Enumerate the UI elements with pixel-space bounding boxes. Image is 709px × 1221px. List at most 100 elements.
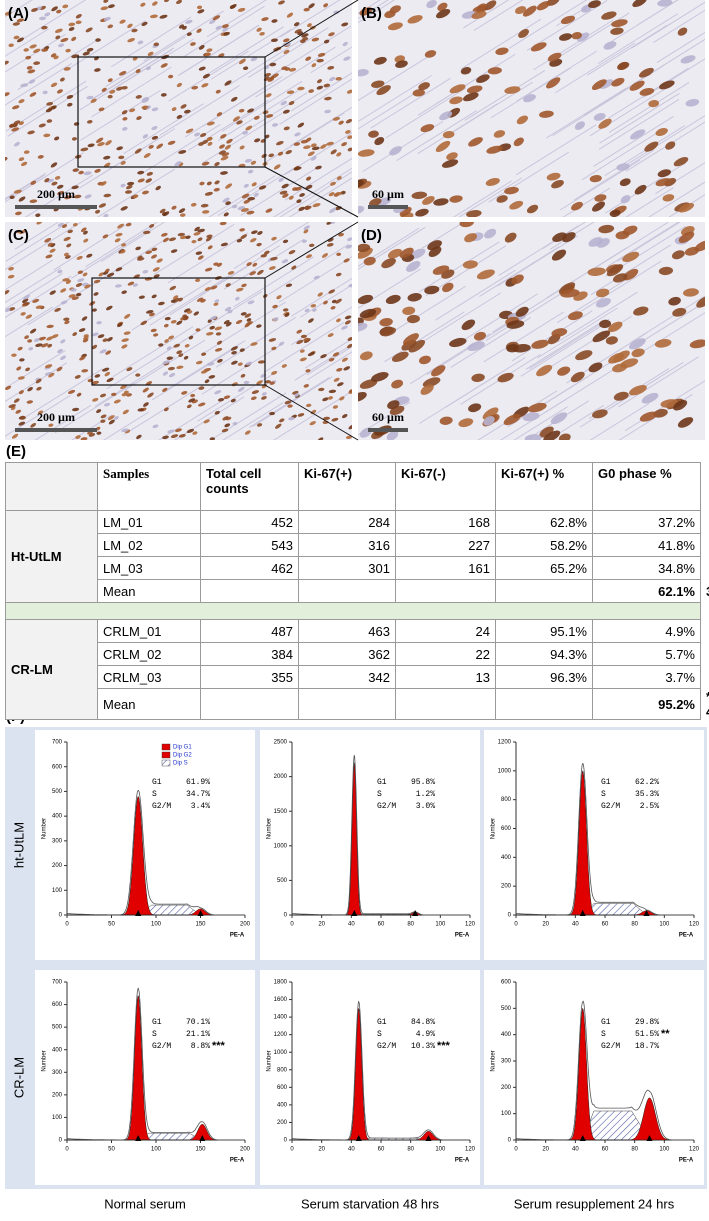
nucleus	[286, 90, 295, 95]
nucleus	[279, 190, 288, 195]
fiber	[5, 306, 53, 338]
nucleus	[329, 207, 337, 213]
nucleus	[341, 357, 348, 362]
table-cell: 34.8%	[592, 556, 701, 580]
nucleus	[121, 243, 127, 247]
nucleus	[15, 211, 22, 216]
fiber	[435, 269, 516, 321]
nucleus	[35, 343, 43, 347]
nucleus	[343, 258, 350, 263]
nucleus	[82, 51, 90, 56]
nucleus	[552, 232, 567, 242]
nucleus	[54, 28, 63, 34]
nucleus	[612, 273, 628, 283]
nucleus	[606, 264, 624, 277]
y-axis-label: Number	[267, 818, 273, 839]
nucleus	[82, 338, 89, 343]
nucleus	[176, 114, 183, 119]
nucleus	[185, 128, 194, 134]
nucleus	[191, 239, 197, 244]
nucleus	[306, 254, 312, 259]
nucleus	[345, 244, 352, 249]
nucleus	[247, 108, 255, 113]
nucleus	[35, 213, 41, 217]
nucleus	[536, 1, 550, 11]
table-cell: Ki-67(+) %	[495, 462, 593, 511]
fiber	[71, 227, 152, 279]
nucleus	[408, 339, 426, 353]
nucleus	[281, 259, 289, 264]
x-axis-label: PE-A	[679, 1158, 694, 1164]
fiber	[573, 149, 655, 201]
nucleus	[27, 69, 36, 74]
nucleus	[324, 109, 331, 114]
nucleus	[284, 400, 292, 405]
nucleus	[124, 313, 131, 319]
plot-panel	[484, 730, 704, 960]
nucleus	[107, 4, 115, 9]
x-tick-label: 80	[631, 1147, 638, 1153]
nucleus	[164, 0, 170, 3]
nucleus	[379, 317, 393, 327]
table-row: CR-LM CRLM_01 487 463 24 95.1% 4.9%	[5, 619, 701, 720]
nucleus	[54, 175, 61, 180]
nucleus	[558, 433, 571, 440]
nucleus	[473, 331, 486, 341]
nucleus	[180, 104, 187, 109]
nucleus	[225, 322, 232, 327]
nucleus	[436, 8, 451, 19]
nucleus	[38, 336, 46, 341]
fiber	[5, 62, 73, 106]
nucleus	[323, 300, 328, 305]
fiber	[226, 92, 308, 144]
fiber	[94, 355, 176, 407]
nucleus	[551, 179, 564, 189]
histogram-outline	[516, 763, 694, 916]
nucleus	[418, 82, 430, 91]
nucleus	[236, 120, 243, 125]
nucleus	[13, 35, 20, 40]
nucleus	[85, 27, 93, 33]
nucleus	[156, 143, 164, 149]
nucleus	[44, 12, 51, 17]
nucleus	[74, 194, 82, 199]
nucleus	[215, 332, 222, 336]
histogram-outline	[516, 1000, 694, 1141]
nucleus	[214, 162, 220, 167]
nucleus	[121, 338, 129, 342]
y-tick-label: 700	[52, 980, 63, 986]
table-cell: Ki-67(+)	[298, 462, 396, 511]
nucleus	[5, 308, 11, 313]
nucleus	[247, 169, 254, 174]
fiber	[625, 115, 705, 166]
nucleus	[240, 234, 248, 240]
nucleus	[198, 386, 205, 390]
stat-phase: G2/M	[152, 802, 171, 811]
nucleus	[94, 168, 101, 173]
nucleus	[193, 311, 200, 316]
nucleus	[48, 423, 54, 427]
nucleus	[323, 3, 329, 8]
nucleus	[338, 232, 345, 237]
table-row: CRLM_03 355 342 13 96.3% 3.7%	[6, 665, 701, 689]
nucleus	[271, 346, 277, 351]
nucleus	[359, 308, 377, 319]
fiber	[169, 264, 251, 316]
nucleus	[229, 3, 237, 10]
stat-phase: G2/M	[152, 1042, 171, 1051]
nucleus	[203, 419, 210, 424]
nucleus	[347, 237, 352, 242]
x-tick-label: 40	[348, 922, 355, 928]
y-tick-label: 300	[52, 838, 63, 844]
nucleus	[257, 269, 264, 275]
fiber	[167, 232, 249, 284]
nucleus	[168, 74, 174, 79]
nucleus	[56, 366, 63, 372]
nucleus	[303, 7, 310, 12]
legend-label: Dip G2	[173, 753, 192, 759]
nucleus	[28, 347, 34, 351]
nucleus	[594, 194, 607, 202]
nucleus	[142, 134, 149, 139]
nucleus	[18, 390, 24, 395]
table-cell: 487	[200, 619, 299, 643]
